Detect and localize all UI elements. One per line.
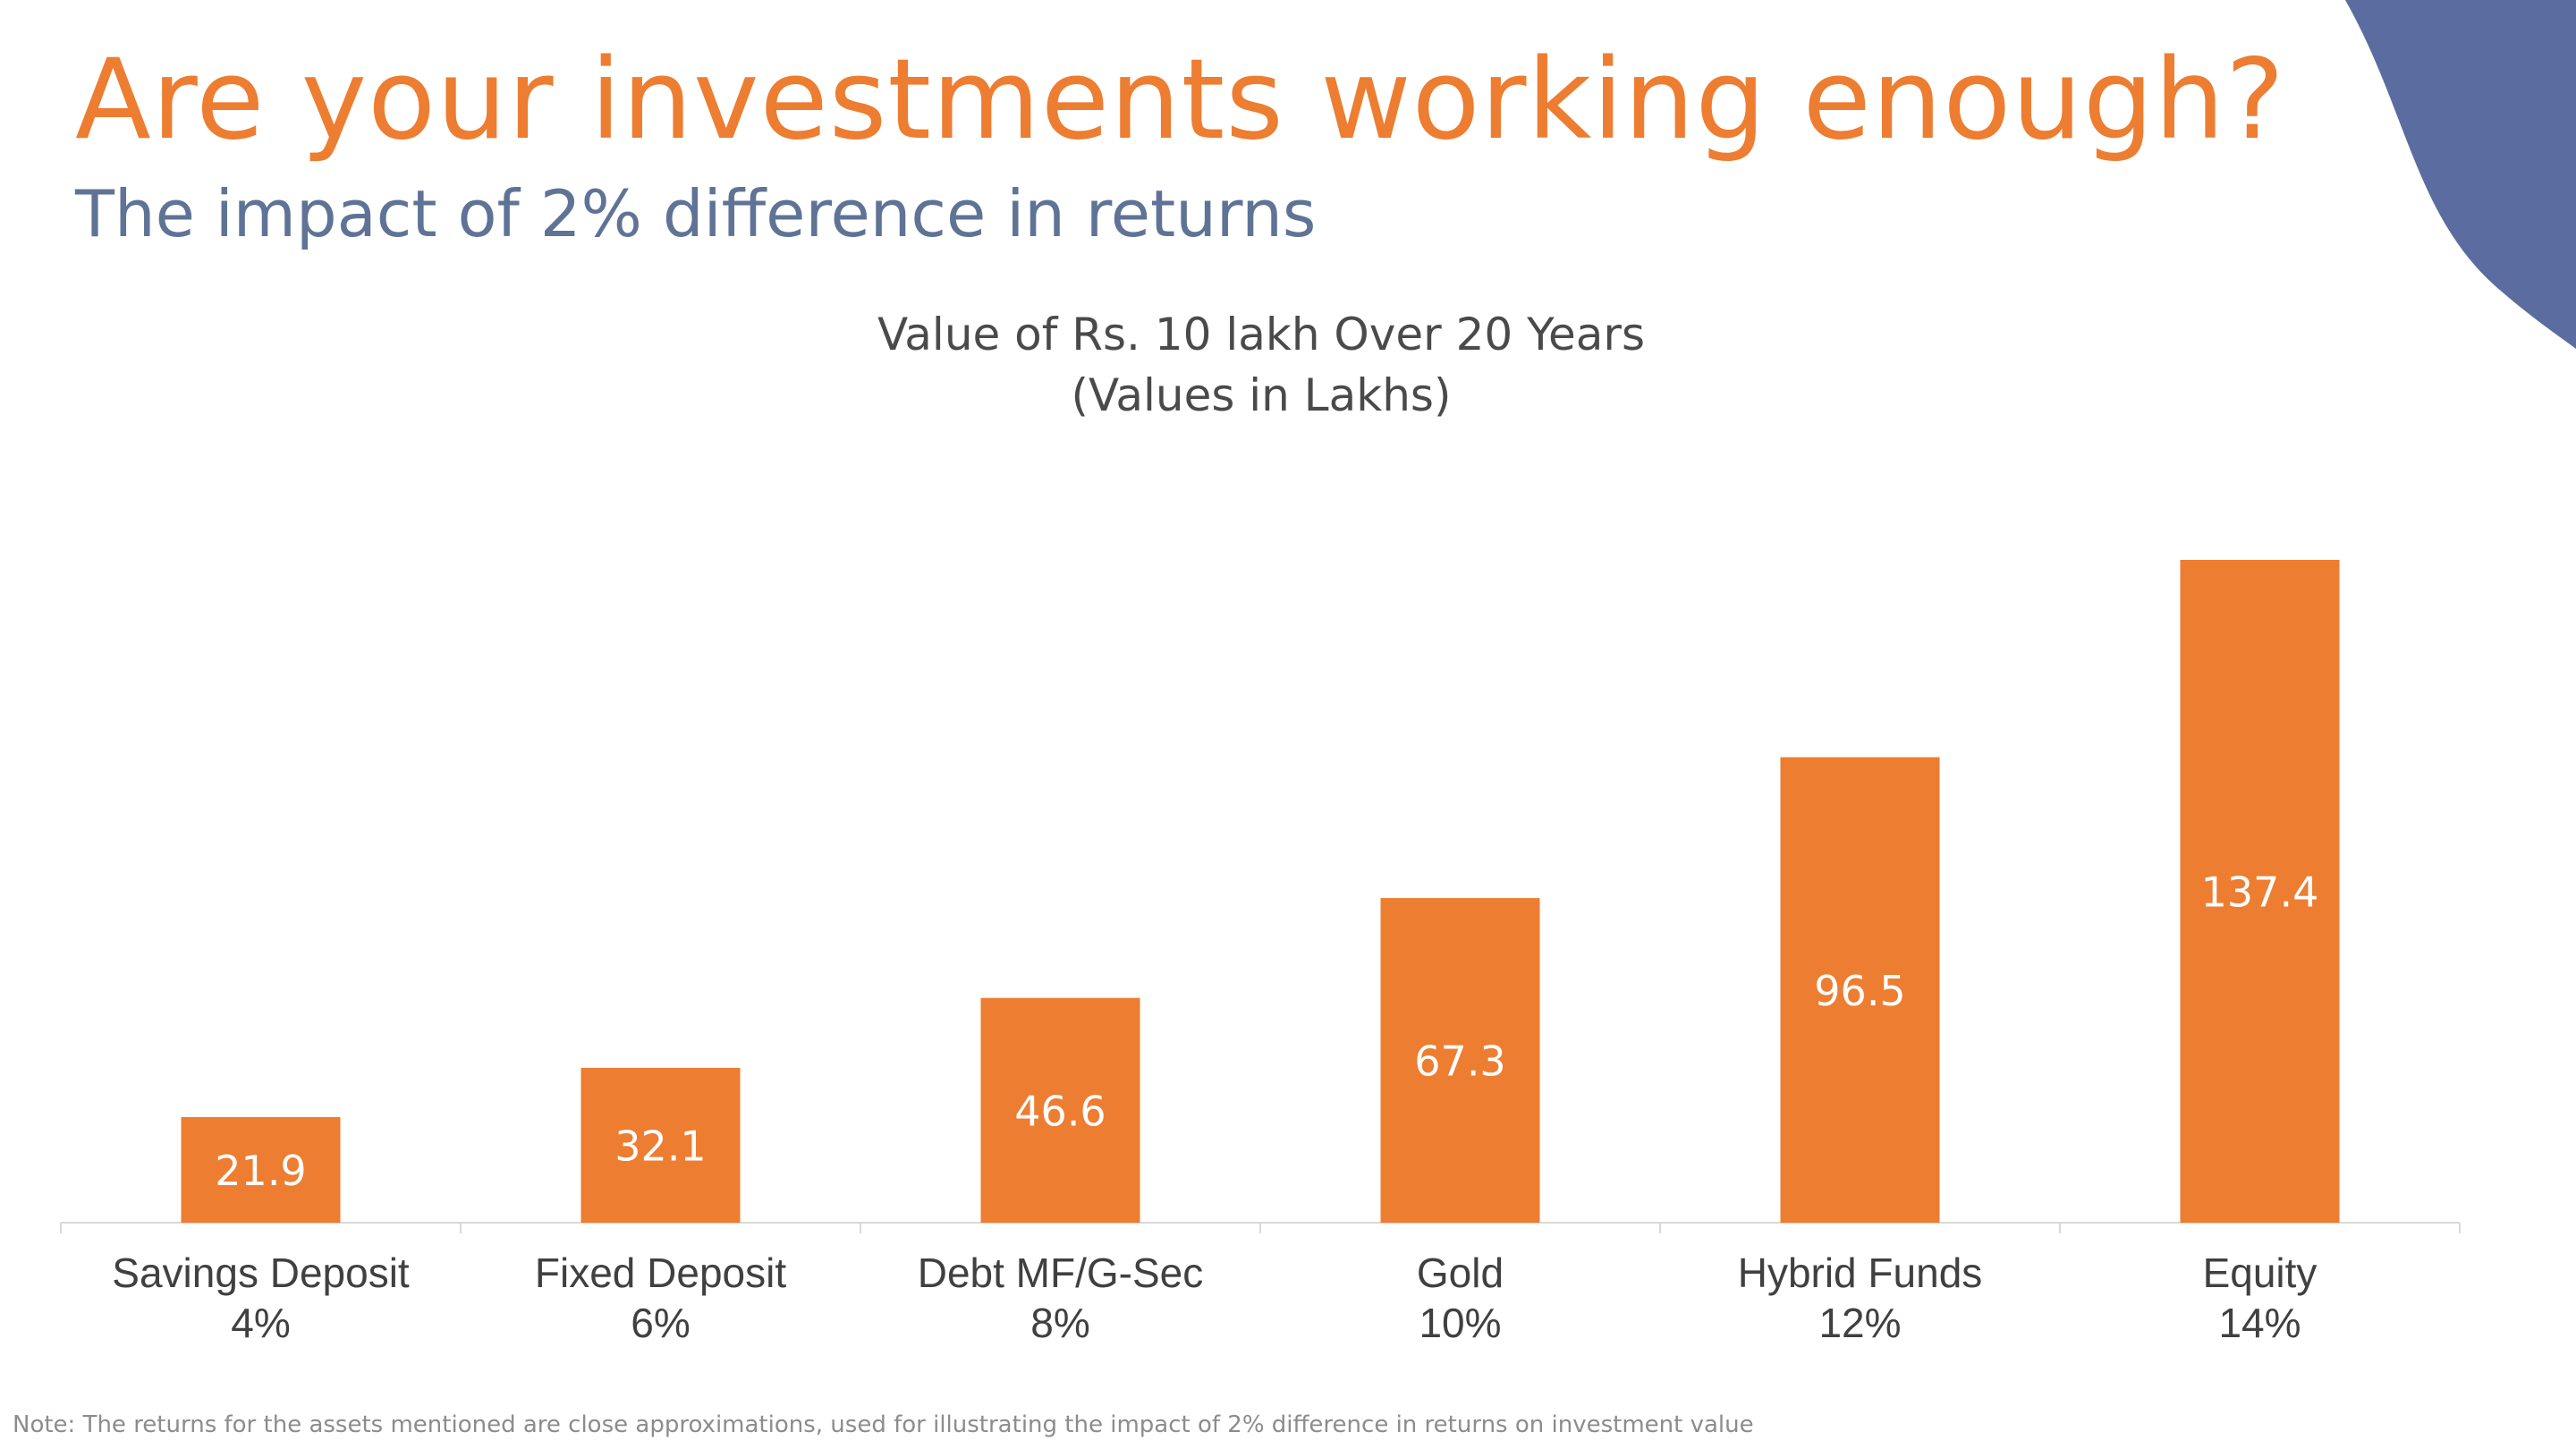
bar-value-label: 21.9 [215,1147,306,1195]
x-tick-rate-label: 14% [2218,1300,2301,1346]
bar-value-label: 46.6 [1014,1087,1106,1135]
chart-title-block: Value of Rs. 10 lakh Over 20 Years (Valu… [0,304,2522,426]
x-tick-label: Debt MF/G-Sec [918,1250,1204,1296]
bar-value-label: 67.3 [1414,1038,1505,1086]
bar-value-label: 32.1 [614,1122,706,1170]
bar-1 [181,1116,341,1223]
bar-4 [1380,898,1540,1223]
x-tick-rate-label: 4% [231,1300,290,1346]
bar-value-label: 137.4 [2201,869,2319,917]
page-subtitle: The impact of 2% difference in returns [75,176,1317,251]
x-tick-rate-label: 6% [631,1300,690,1346]
page-title: Are your investments working enough? [75,36,2285,165]
bar-3 [980,997,1140,1223]
x-tick-label: Hybrid Funds [1738,1250,1983,1296]
footnote: Note: The returns for the assets mention… [13,1411,1754,1438]
x-tick-rate-label: 10% [1419,1300,1501,1346]
x-tick-label: Savings Deposit [112,1250,410,1296]
x-tick-label: Equity [2203,1250,2318,1296]
bar-5 [1780,757,1940,1223]
bar-6 [2180,560,2340,1223]
corner-blob-shape [2345,0,2576,349]
bar-value-label: 96.5 [1814,967,1905,1015]
x-tick-label: Fixed Deposit [535,1250,786,1296]
x-tick-rate-label: 12% [1818,1300,1901,1346]
chart-title: Value of Rs. 10 lakh Over 20 Years [877,309,1646,360]
x-tick-label: Gold [1417,1250,1504,1296]
chart-subtitle: (Values in Lakhs) [1071,369,1452,421]
x-tick-rate-label: 8% [1030,1300,1089,1346]
bar-2 [580,1067,741,1223]
